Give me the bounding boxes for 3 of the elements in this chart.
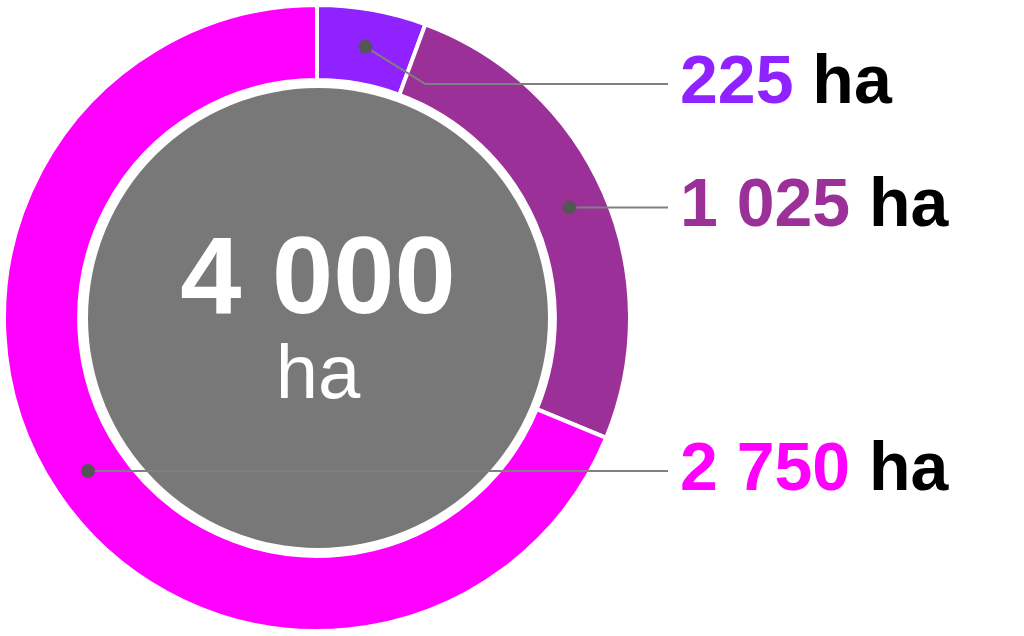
data-label: 2 750 ha (680, 427, 950, 504)
data-label: 1 025 ha (680, 164, 950, 241)
data-label: 225 ha (680, 40, 893, 117)
